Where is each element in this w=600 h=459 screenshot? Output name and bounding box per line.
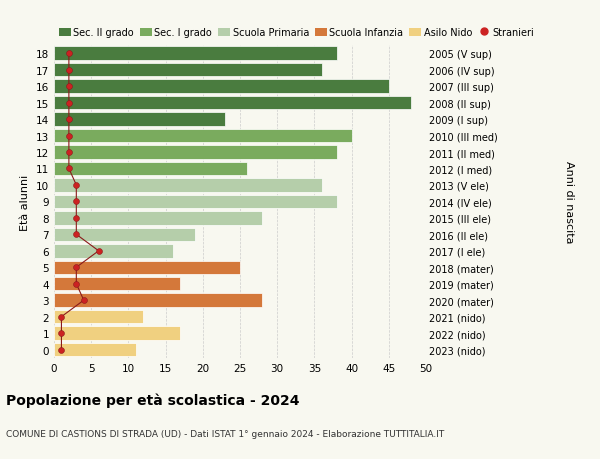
Bar bbox=[54, 195, 337, 209]
Point bbox=[64, 50, 74, 58]
Bar bbox=[54, 179, 322, 192]
Point bbox=[64, 116, 74, 123]
Bar bbox=[54, 327, 181, 340]
Point bbox=[64, 165, 74, 173]
Point bbox=[64, 83, 74, 90]
Bar bbox=[54, 277, 181, 291]
Bar bbox=[54, 228, 196, 241]
Bar bbox=[54, 310, 143, 324]
Bar bbox=[54, 294, 262, 307]
Point bbox=[56, 330, 66, 337]
Bar bbox=[54, 47, 337, 61]
Point bbox=[71, 182, 81, 189]
Bar bbox=[54, 212, 262, 225]
Bar bbox=[54, 261, 240, 274]
Point bbox=[94, 247, 103, 255]
Text: COMUNE DI CASTIONS DI STRADA (UD) - Dati ISTAT 1° gennaio 2024 - Elaborazione TU: COMUNE DI CASTIONS DI STRADA (UD) - Dati… bbox=[6, 429, 444, 438]
Bar bbox=[54, 64, 322, 77]
Point bbox=[56, 346, 66, 353]
Bar bbox=[54, 162, 247, 176]
Point bbox=[79, 297, 89, 304]
Bar bbox=[54, 343, 136, 357]
Point bbox=[71, 198, 81, 206]
Point bbox=[56, 313, 66, 321]
Y-axis label: Anni di nascita: Anni di nascita bbox=[564, 161, 574, 243]
Legend: Sec. II grado, Sec. I grado, Scuola Primaria, Scuola Infanzia, Asilo Nido, Stran: Sec. II grado, Sec. I grado, Scuola Prim… bbox=[59, 28, 535, 38]
Bar bbox=[54, 80, 389, 94]
Bar bbox=[54, 129, 352, 143]
Point bbox=[71, 264, 81, 271]
Text: Popolazione per età scolastica - 2024: Popolazione per età scolastica - 2024 bbox=[6, 392, 299, 407]
Y-axis label: Età alunni: Età alunni bbox=[20, 174, 31, 230]
Bar bbox=[54, 97, 411, 110]
Point bbox=[64, 67, 74, 74]
Bar bbox=[54, 146, 337, 159]
Bar bbox=[54, 113, 225, 127]
Point bbox=[64, 149, 74, 157]
Bar bbox=[54, 245, 173, 258]
Point bbox=[71, 215, 81, 222]
Point bbox=[64, 100, 74, 107]
Point bbox=[71, 231, 81, 239]
Point bbox=[71, 280, 81, 288]
Point bbox=[64, 133, 74, 140]
